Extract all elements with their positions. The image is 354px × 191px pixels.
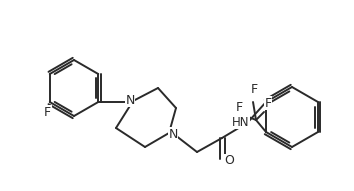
Text: N: N: [125, 94, 135, 107]
Text: F: F: [264, 96, 272, 109]
Text: HN: HN: [232, 116, 250, 129]
Text: F: F: [44, 105, 51, 118]
Text: O: O: [224, 155, 234, 168]
Text: F: F: [251, 83, 258, 96]
Text: N: N: [168, 128, 178, 141]
Text: F: F: [235, 100, 242, 113]
